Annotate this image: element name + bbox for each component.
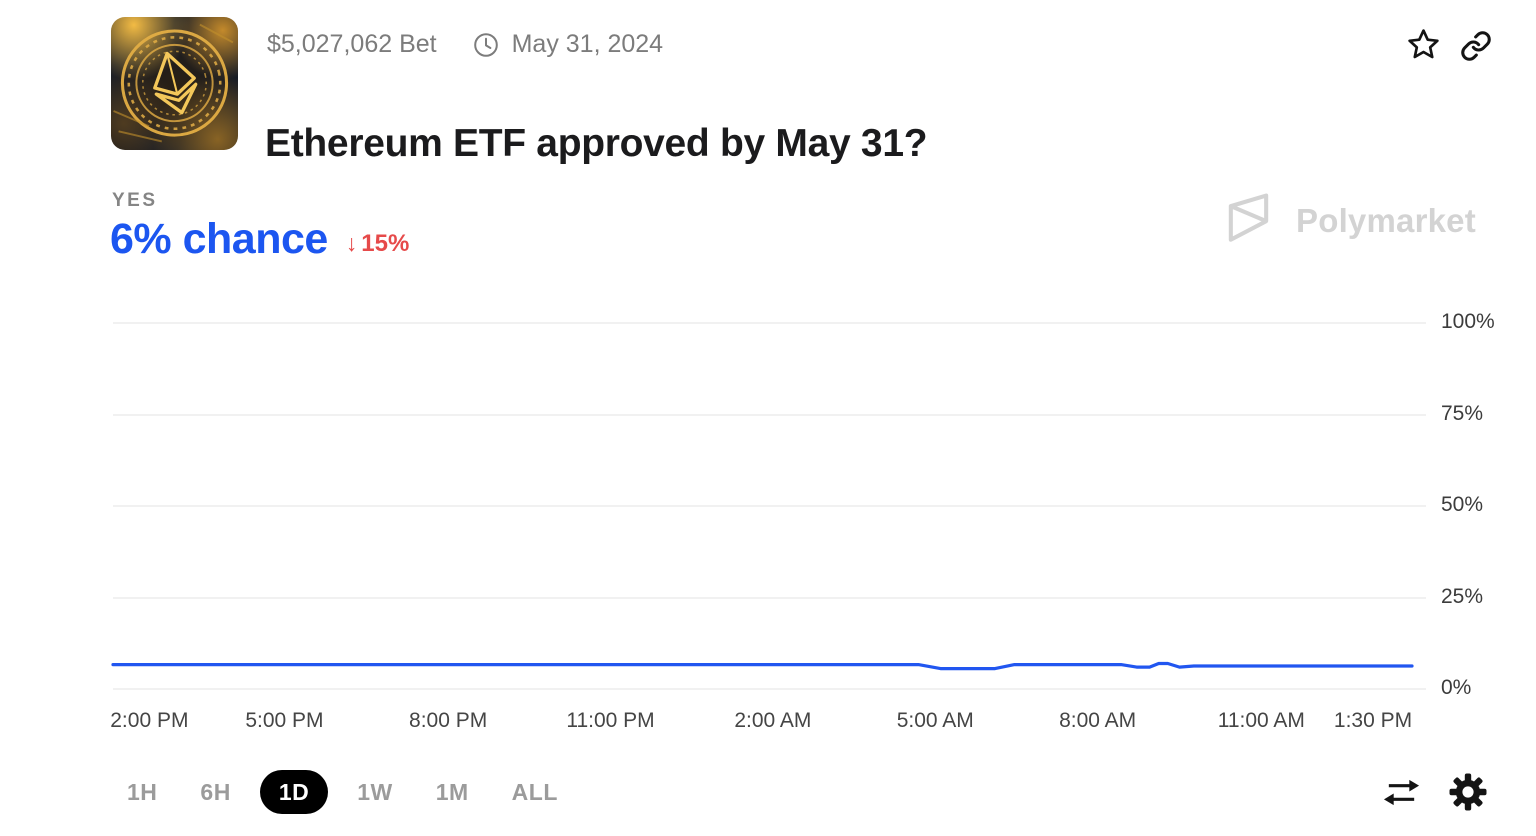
down-arrow-icon: ↓: [345, 230, 358, 256]
bet-amount: $5,027,062 Bet: [267, 30, 437, 58]
gridline: [113, 505, 1426, 507]
link-icon: [1460, 30, 1492, 65]
price-chart: [111, 661, 1414, 671]
chance-value: 6% chance: [110, 215, 328, 263]
x-axis-labels: 2:00 PM 5:00 PM 8:00 PM 11:00 PM 2:00 AM 5:00…: [110, 709, 1413, 739]
time-range-selector: 1H 6H 1D 1W 1M ALL: [113, 770, 572, 814]
x-axis-label: 2:00 PM: [110, 709, 189, 732]
range-1w-button[interactable]: 1W: [343, 770, 407, 814]
gridline: [113, 322, 1426, 324]
outcome-label: YES: [112, 190, 158, 211]
chance-change-badge: ↓ 15%: [346, 230, 410, 258]
y-axis-label: 25%: [1441, 584, 1484, 608]
clock-icon: [473, 32, 499, 58]
chart-plot[interactable]: 100% 75% 50% 25% 0%: [111, 310, 1495, 699]
x-axis-label: 11:00 AM: [1217, 709, 1305, 732]
swap-outcome-button[interactable]: [1382, 776, 1421, 812]
gridline: [113, 413, 1426, 416]
range-1h-button[interactable]: 1H: [113, 770, 171, 814]
gridline: [113, 596, 1426, 599]
market-meta-row: $5,027,062 Bet May 31, 2024: [267, 30, 663, 59]
range-all-button[interactable]: ALL: [498, 770, 572, 814]
star-icon: [1405, 27, 1442, 67]
top-actions: [1405, 27, 1492, 67]
settings-gear-icon: [1448, 772, 1488, 815]
y-axis-label: 0%: [1441, 676, 1472, 699]
market-thumbnail-ethereum-coin: [111, 17, 238, 150]
x-axis-label: 5:00 AM: [896, 709, 974, 732]
polymarket-watermark: Polymarket: [1222, 190, 1476, 252]
x-axis-label: 2:00 AM: [734, 709, 812, 732]
bottom-actions: [1382, 772, 1488, 815]
range-1m-button[interactable]: 1M: [422, 770, 483, 814]
x-axis-label: 8:00 PM: [409, 709, 488, 732]
copy-link-button[interactable]: [1460, 30, 1492, 65]
swap-arrows-icon: [1382, 776, 1421, 812]
x-axis-label: 11:00 PM: [566, 709, 655, 732]
range-6h-button[interactable]: 6H: [186, 770, 244, 814]
y-axis-label: 50%: [1441, 493, 1484, 516]
y-axis-label: 100%: [1441, 310, 1495, 333]
ethereum-coin-icon: [113, 23, 234, 143]
chance-change-value: 15%: [361, 229, 410, 257]
market-end-date: May 31, 2024: [511, 30, 664, 58]
y-axis-label: 75%: [1441, 401, 1484, 425]
gridline: [113, 688, 1426, 690]
market-title: Ethereum ETF approved by May 31?: [265, 122, 928, 166]
star-bookmark-button[interactable]: [1405, 27, 1442, 67]
x-axis-label: 1:30 PM: [1333, 709, 1413, 732]
x-axis-label: 8:00 AM: [1059, 709, 1137, 732]
chart-settings-button[interactable]: [1448, 772, 1488, 815]
polymarket-logo-icon: [1222, 190, 1275, 252]
polymarket-wordmark: Polymarket: [1296, 202, 1476, 239]
price-line: [111, 661, 1414, 671]
chance-row: 6% chance ↓ 15%: [110, 215, 409, 264]
range-1d-button[interactable]: 1D: [259, 770, 329, 814]
x-axis-label: 5:00 PM: [245, 709, 324, 732]
